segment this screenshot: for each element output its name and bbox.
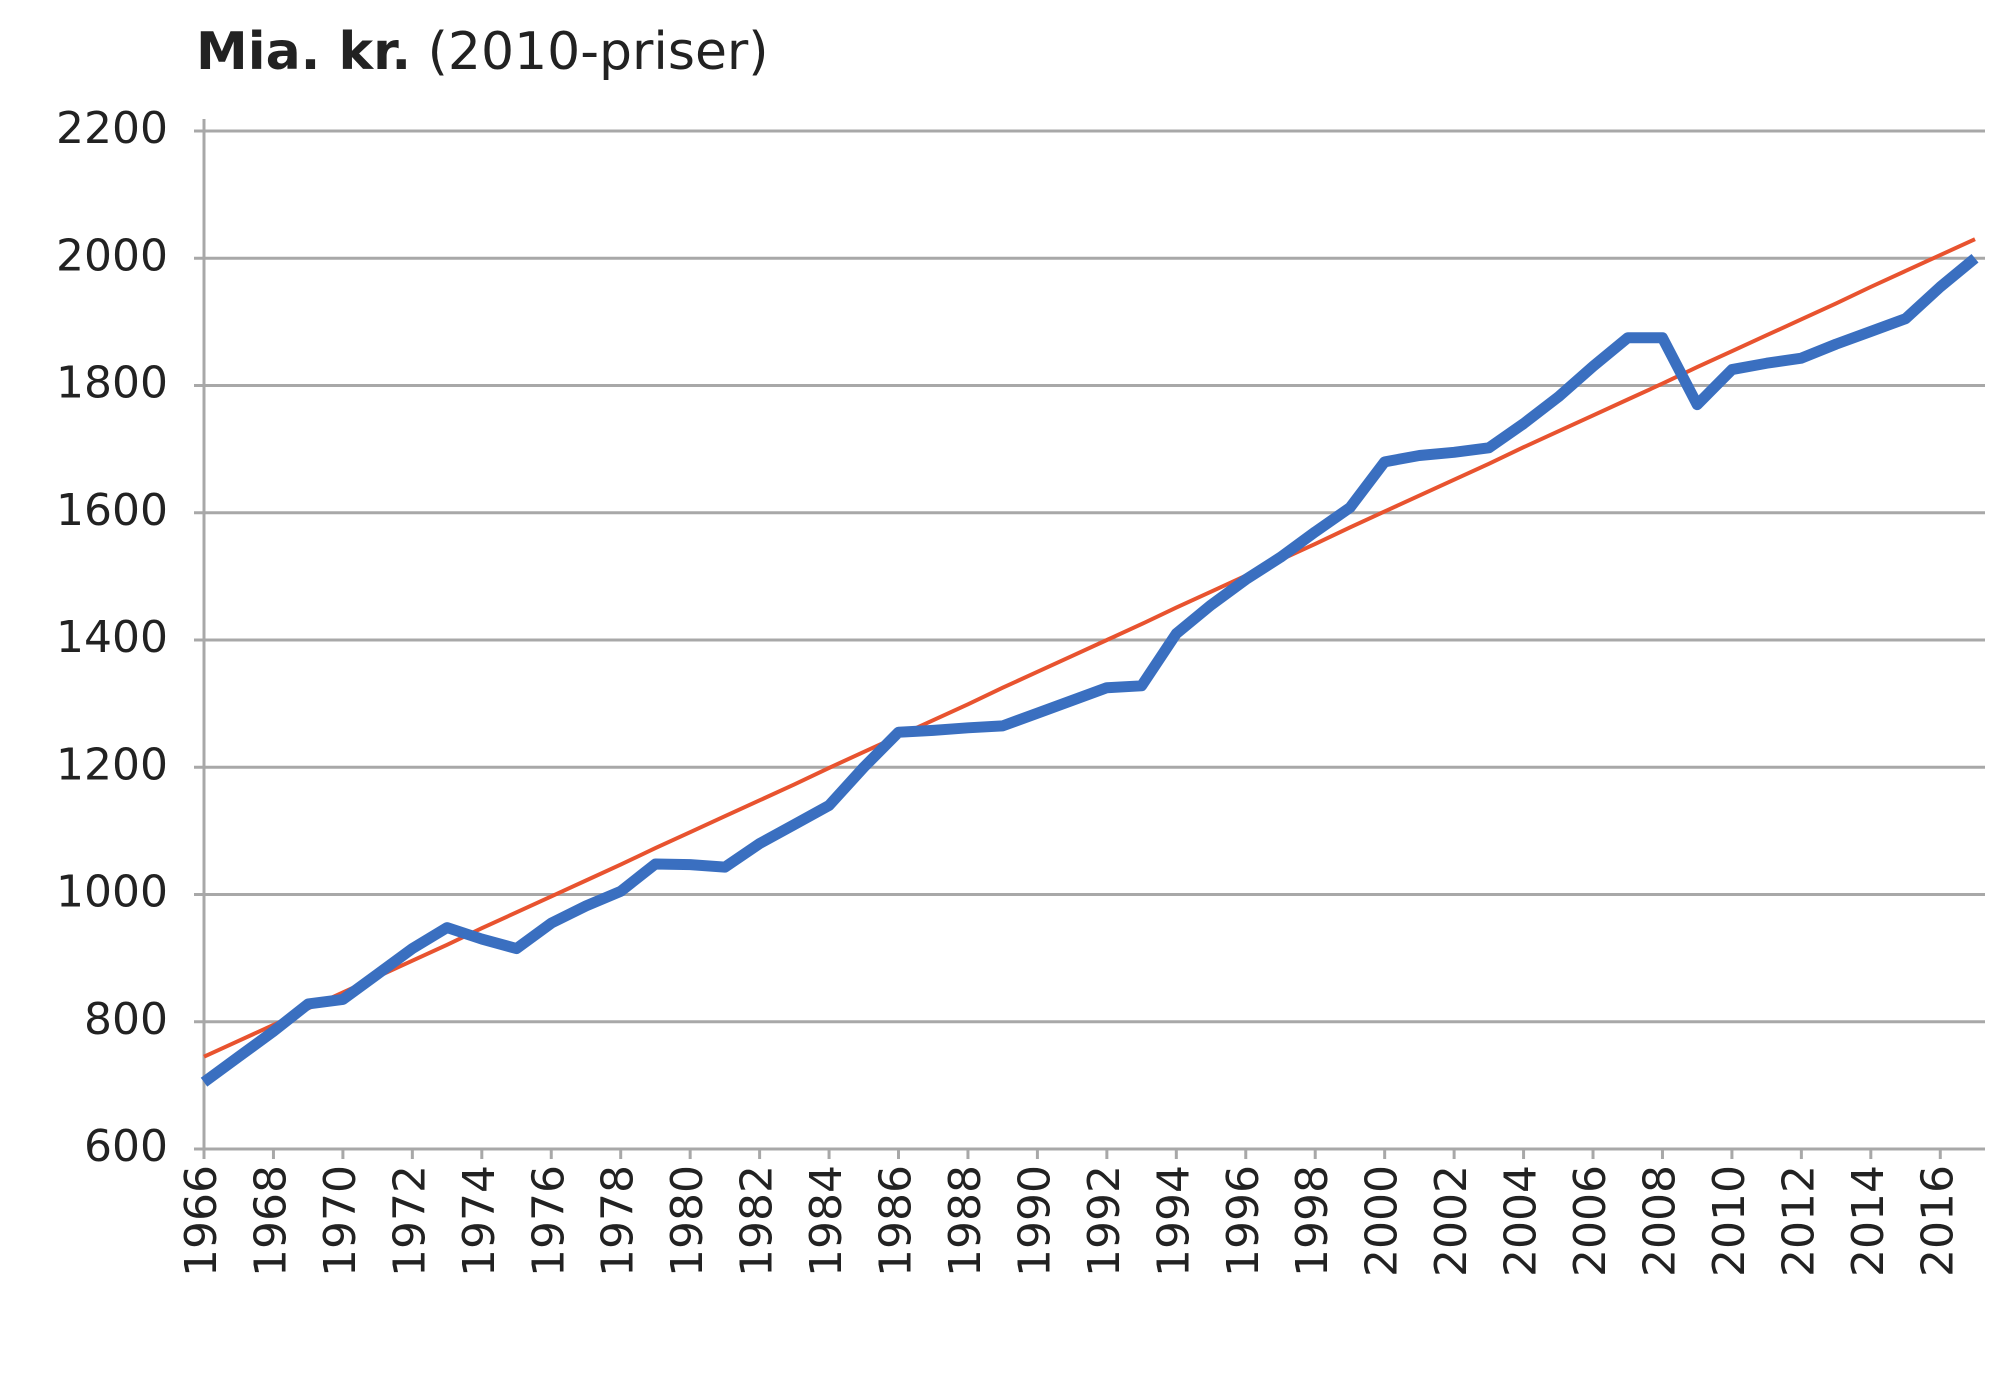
x-tick-label: 2016	[1912, 1165, 1963, 1277]
x-tick-label: 1966	[176, 1165, 227, 1277]
y-tick-label: 1400	[56, 612, 168, 663]
x-tick-label: 1970	[315, 1165, 366, 1277]
x-tick-label: 1974	[454, 1165, 505, 1277]
subtitle: (2010-priser)	[428, 22, 769, 82]
x-tick-label: 1976	[523, 1165, 574, 1277]
x-tick-label: 1990	[1009, 1165, 1060, 1277]
x-tick-label: 1996	[1218, 1165, 1269, 1277]
x-tick-label: 2014	[1843, 1165, 1894, 1277]
x-tick-label: 1972	[384, 1165, 435, 1277]
x-tick-label: 2000	[1357, 1165, 1408, 1277]
x-tick-label: 2010	[1704, 1165, 1755, 1277]
x-tick-label: 1984	[801, 1165, 852, 1277]
y-tick-label: 1800	[56, 358, 168, 409]
x-tick-label: 1998	[1287, 1165, 1338, 1277]
x-tick-label: 2004	[1496, 1165, 1547, 1277]
y-tick-label: 1600	[56, 485, 168, 536]
x-tick-label: 2008	[1634, 1165, 1685, 1277]
x-tick-label: 1986	[871, 1165, 922, 1277]
y-tick-label: 1200	[56, 739, 168, 790]
x-tick-label: 1994	[1148, 1165, 1199, 1277]
y-tick-label: 600	[84, 1121, 168, 1172]
x-tick-label: 1992	[1079, 1165, 1130, 1277]
x-tick-label: 2006	[1565, 1165, 1616, 1277]
y-tick-label: 800	[84, 994, 168, 1045]
x-tick-label: 2002	[1426, 1165, 1477, 1277]
x-tick-label: 1982	[732, 1165, 783, 1277]
x-tick-label: 1978	[593, 1165, 644, 1277]
y-tick-label: 2000	[56, 230, 168, 281]
x-tick-label: 1968	[245, 1165, 296, 1277]
x-tick-label: 2012	[1773, 1165, 1824, 1277]
chart-title: Mia. kr. (2010-priser)	[196, 22, 769, 82]
x-tick-label: 1980	[662, 1165, 713, 1277]
x-tick-label: 1988	[940, 1165, 991, 1277]
title: Mia. kr.	[196, 22, 411, 82]
y-tick-label: 2200	[56, 103, 168, 154]
y-tick-label: 1000	[56, 867, 168, 918]
series-line	[200, 254, 1979, 1087]
